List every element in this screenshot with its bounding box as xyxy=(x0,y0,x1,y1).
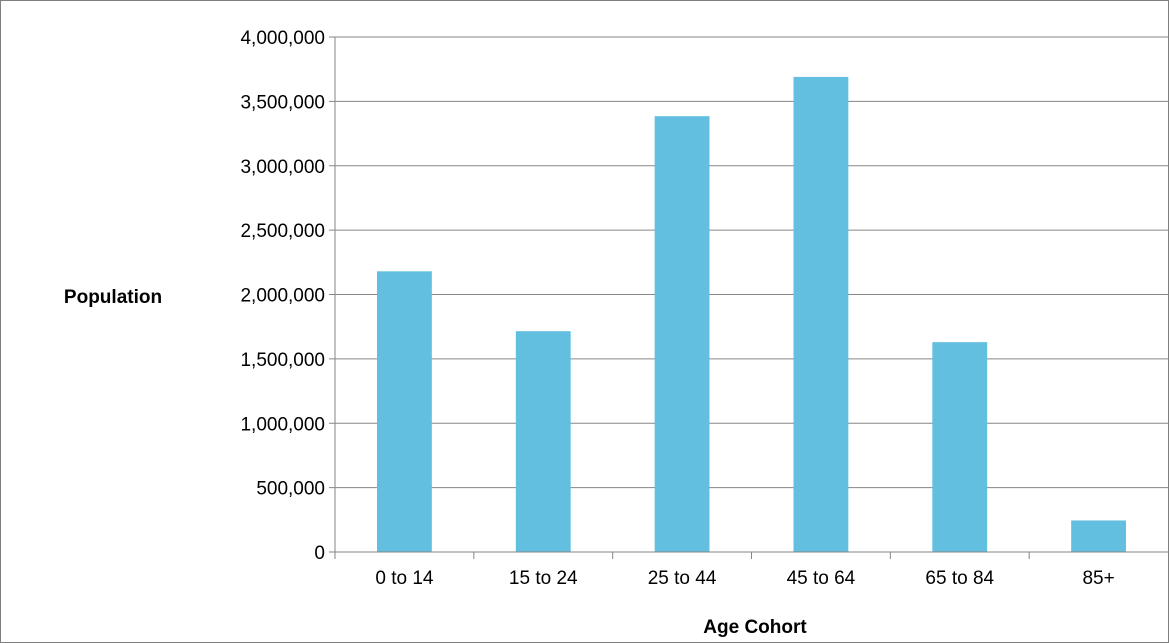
y-tick-label: 500,000 xyxy=(256,479,325,500)
bar-45-to-64 xyxy=(793,76,849,552)
x-tick-label: 0 to 14 xyxy=(375,568,434,589)
x-tick-label: 85+ xyxy=(1082,568,1114,589)
bar-0-to-14 xyxy=(376,271,432,552)
y-tick-label: 1,000,000 xyxy=(240,414,325,435)
x-tick-label: 65 to 84 xyxy=(925,568,994,589)
x-tick-label: 15 to 24 xyxy=(509,568,578,589)
bar-85 xyxy=(1071,520,1127,552)
x-tick-labels: 0 to 14 15 to 24 25 to 44 45 to 64 65 to 84 8… xyxy=(375,568,1114,589)
bar-65-to-84 xyxy=(932,342,988,552)
bars xyxy=(376,76,1127,553)
x-tick-label: 25 to 44 xyxy=(648,568,717,589)
x-axis-title: Age Cohort xyxy=(703,617,807,638)
gridlines xyxy=(335,36,1168,489)
bar-25-to-44 xyxy=(654,116,710,553)
y-tick-label: 1,500,000 xyxy=(240,350,325,371)
y-tick-label: 2,000,000 xyxy=(240,286,325,307)
y-tick-labels: 0 500,000 1,000,000 1,500,000 2,000,000 2,500… xyxy=(240,28,325,564)
y-axis-title: Population xyxy=(64,287,162,308)
y-tick-label: 0 xyxy=(314,543,325,564)
y-tick-label: 3,500,000 xyxy=(240,92,325,113)
bar-15-to-24 xyxy=(515,331,571,552)
x-tick-label: 45 to 64 xyxy=(787,568,856,589)
y-tick-label: 3,000,000 xyxy=(240,157,325,178)
y-tick-label: 4,000,000 xyxy=(240,28,325,49)
y-tick-label: 2,500,000 xyxy=(240,221,325,242)
axes xyxy=(329,36,1168,559)
